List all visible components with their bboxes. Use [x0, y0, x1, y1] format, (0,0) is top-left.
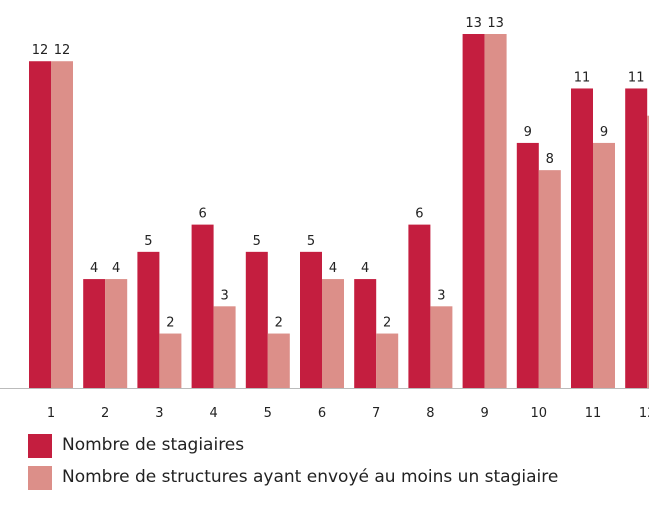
bar — [105, 279, 128, 388]
x-tick-label: 3 — [155, 406, 163, 421]
x-tick-label: 6 — [318, 406, 326, 421]
data-label: 3 — [437, 288, 445, 303]
bar — [191, 224, 214, 388]
legend-item: Nombre de structures ayant envoyé au moi… — [28, 466, 628, 490]
x-tick-label: 9 — [480, 406, 488, 421]
data-label: 12 — [32, 43, 49, 58]
x-tick-label: 2 — [101, 406, 109, 421]
data-label: 2 — [275, 316, 283, 331]
bar — [625, 88, 648, 388]
x-tick-label: 5 — [264, 406, 272, 421]
data-label: 11 — [628, 70, 645, 85]
data-label: 13 — [487, 16, 504, 31]
bar — [322, 279, 344, 388]
x-tick-label: 1 — [47, 406, 55, 421]
data-label: 4 — [90, 261, 98, 276]
data-label: 9 — [600, 125, 608, 140]
x-tick-label: 11 — [585, 406, 602, 421]
x-tick-label: 8 — [426, 406, 434, 421]
data-label: 2 — [383, 316, 391, 331]
bar — [516, 142, 539, 388]
bar — [83, 279, 106, 388]
bar — [267, 333, 290, 388]
x-tick-label: 10 — [531, 406, 548, 421]
data-label: 5 — [307, 234, 315, 249]
bar — [300, 251, 322, 388]
bar — [462, 34, 485, 388]
legend-swatch — [28, 434, 52, 458]
bar — [29, 61, 51, 388]
data-label: 11 — [574, 70, 591, 85]
x-tick-label: 4 — [209, 406, 217, 421]
bar — [51, 61, 73, 388]
data-label: 6 — [198, 207, 206, 222]
bar — [571, 88, 593, 388]
x-tick-label: 7 — [372, 406, 380, 421]
bar — [593, 142, 615, 388]
data-label: 3 — [220, 288, 228, 303]
data-label: 4 — [361, 261, 369, 276]
data-label: 4 — [112, 261, 120, 276]
legend: Nombre de stagiaires Nombre de structures… — [28, 434, 628, 498]
bar — [213, 306, 236, 388]
bar — [430, 306, 453, 388]
data-label: 8 — [546, 152, 554, 167]
data-label: 5 — [253, 234, 261, 249]
bar — [245, 251, 268, 388]
bar — [159, 333, 182, 388]
data-label: 6 — [415, 207, 423, 222]
data-label: 12 — [54, 43, 71, 58]
bar — [354, 279, 377, 388]
legend-swatch — [28, 466, 52, 490]
data-label: 13 — [465, 16, 482, 31]
data-label: 2 — [166, 316, 174, 331]
bar — [538, 170, 561, 388]
bar — [137, 251, 160, 388]
legend-label: Nombre de stagiaires — [62, 435, 245, 455]
legend-label: Nombre de structures ayant envoyé au moi… — [62, 467, 559, 487]
x-tick-label: 12 — [639, 406, 649, 421]
data-label: 4 — [329, 261, 337, 276]
bar — [376, 333, 399, 388]
bar — [647, 115, 649, 388]
data-label: 9 — [524, 125, 532, 140]
data-label: 5 — [144, 234, 152, 249]
bar — [484, 34, 507, 388]
legend-item: Nombre de stagiaires — [28, 434, 628, 458]
bar — [408, 224, 431, 388]
